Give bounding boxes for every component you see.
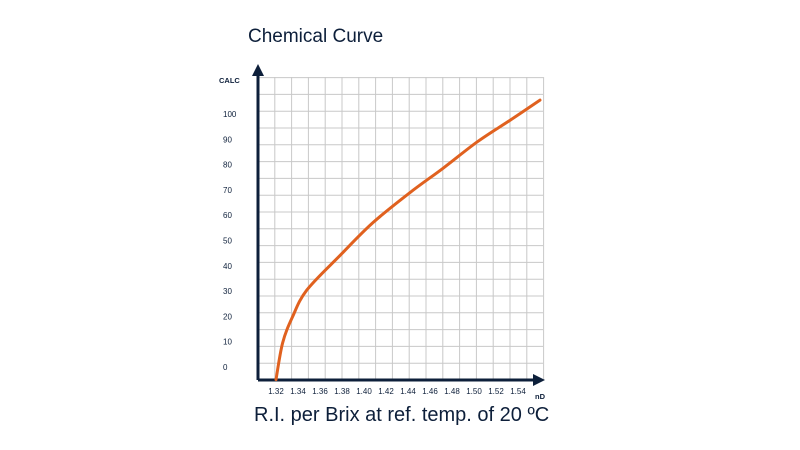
y-tick-label: 60 [223,211,232,220]
y-axis-arrow [252,64,264,76]
y-tick-label: 10 [223,338,232,347]
y-tick-label: 40 [223,262,232,271]
x-tick-label: 1.46 [422,387,438,396]
x-tick-label: 1.34 [290,387,306,396]
y-axis-name: CALC [219,76,240,85]
x-tick-label: 1.32 [268,387,284,396]
chart-title: Chemical Curve [248,26,384,47]
y-tick-label: 50 [223,237,232,246]
x-tick-label: 1.36 [312,387,328,396]
x-tick-label: 1.44 [400,387,416,396]
x-tick-label: 1.40 [356,387,372,396]
x-tick-label: 1.54 [510,387,526,396]
x-tick-label: 1.42 [378,387,394,396]
x-tick-label: 1.48 [444,387,460,396]
y-tick-label: 80 [223,161,232,170]
x-tick-label: 1.38 [334,387,350,396]
x-axis-arrow [533,374,545,386]
x-axis-name: nD [535,392,546,401]
y-tick-label: 20 [223,312,232,321]
y-tick-label: 100 [223,110,237,119]
y-tick-label: 0 [223,363,228,372]
x-axis-caption: R.I. per Brix at ref. temp. of 20 ºC [254,404,550,426]
y-tick-label: 90 [223,135,232,144]
y-tick-label: 30 [223,287,232,296]
x-tick-label: 1.52 [488,387,504,396]
x-tick-label: 1.50 [466,387,482,396]
y-tick-label: 70 [223,186,232,195]
curve-line [274,98,542,382]
